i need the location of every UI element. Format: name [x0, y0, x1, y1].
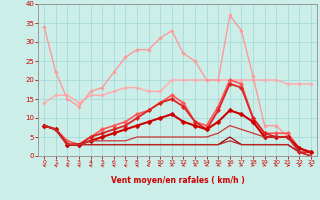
X-axis label: Vent moyen/en rafales ( km/h ): Vent moyen/en rafales ( km/h )	[111, 176, 244, 185]
